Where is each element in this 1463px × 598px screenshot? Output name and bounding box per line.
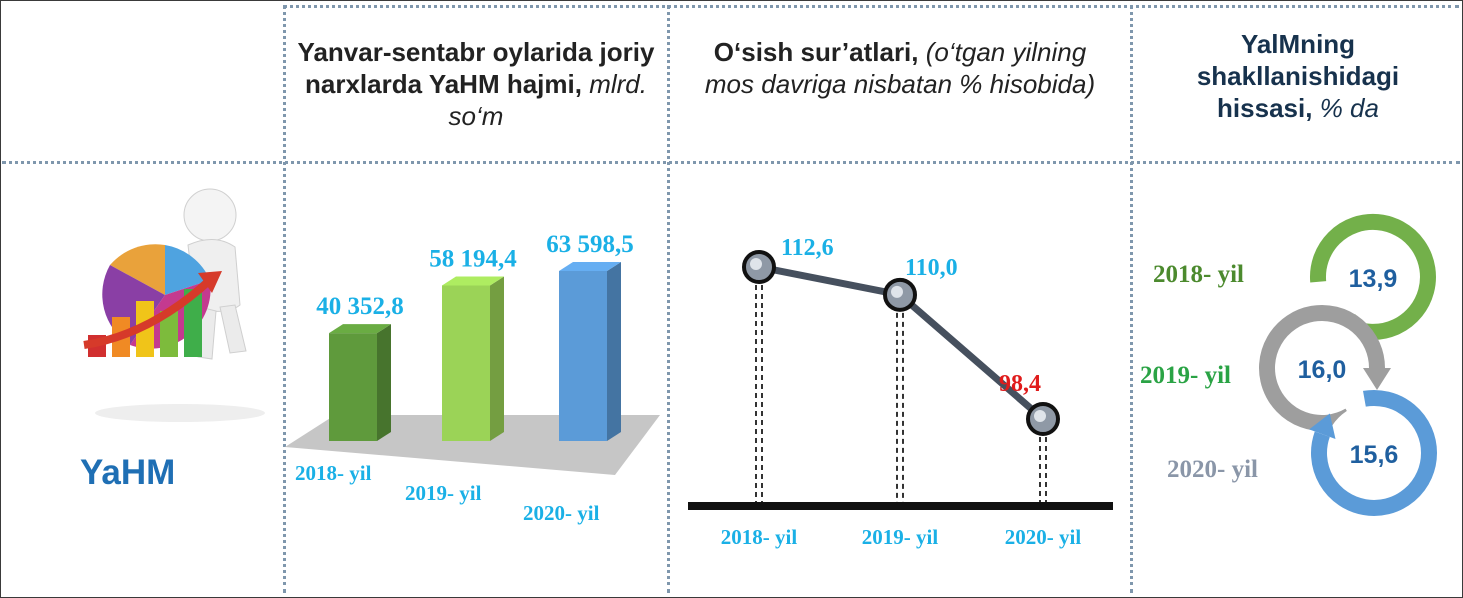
ring-arrowhead [1363,368,1391,390]
ring-fill [1272,318,1372,418]
share-category-label: 2019- yil [1140,362,1231,389]
share-value-label: 16,0 [1298,356,1347,384]
header-growth: O‘sish sur’atlari, (o‘tgan yilning mos d… [700,36,1100,100]
bar-top [559,262,621,271]
growth-point-highlight [891,285,903,298]
bar-category-label: 2019- yil [405,481,482,505]
volume-bar-chart: 40 352,8 2018- yil 58 194,4 2019- yil 63 598… [285,231,660,525]
share-ring [1311,390,1437,516]
growth-point-highlight [1034,410,1046,422]
ring-fill [1324,403,1424,503]
header-growth-title: O‘sish sur’atlari, [713,37,919,67]
header-share-title: YalMning shakllanishidagi hissasi, [1196,29,1400,123]
column-divider-1 [283,5,286,593]
share-ring [1259,304,1385,431]
share-category-label: 2020- yil [1167,456,1258,483]
share-ring-chart: 13,9 16,0 15,6 2018- yil 2019- yil 2020- yil [1140,213,1437,516]
growth-point-highlight [750,258,762,270]
bar-side [377,324,391,441]
x-axis-baseline [688,502,1113,510]
growth-line-chart: 112,6 2018- yil 110,0 2019- yil 98,4 2020- yi… [688,235,1113,549]
ring-fill [1323,227,1423,327]
growth-category-label: 2020- yil [1005,525,1082,549]
header-growth-unit: (o‘tgan yilning mos davriga nisbatan % h… [704,37,1096,99]
header-divider [2,161,1460,164]
header-volume-unit: mlrd. so‘m [448,69,647,131]
growth-category-label: 2019- yil [862,525,939,549]
growth-value-label: 112,6 [781,235,834,261]
bar-category-label: 2018- yil [295,461,372,485]
header-volume: Yanvar-sentabr oylarida joriy narxlarda … [290,36,662,132]
share-category-label: 2018- yil [1153,261,1244,288]
share-ring [1310,213,1436,340]
column-divider-2 [667,5,670,593]
growth-figure-illustration [83,188,265,422]
header-share-unit: % da [1319,93,1379,123]
header-volume-title: Yanvar-sentabr oylarida joriy narxlarda … [297,37,655,99]
ring-arrowhead [1309,413,1336,439]
bar-value-label: 63 598,5 [546,231,634,258]
bar-value-label: 40 352,8 [316,293,404,320]
row-label-yahm: YaHM [80,453,176,492]
bar-value-label: 58 194,4 [429,245,517,272]
share-value-label: 15,6 [1350,441,1399,469]
bar-front [329,333,377,441]
growth-value-label: 110,0 [905,255,958,281]
header-top-border [283,5,1459,8]
bar-top [329,324,391,334]
growth-category-label: 2018- yil [721,525,798,549]
column-divider-3 [1130,5,1133,593]
bar-front [442,285,490,441]
share-value-label: 13,9 [1349,265,1398,293]
bar-side [607,262,621,441]
growth-value-label: 98,4 [999,371,1041,397]
header-share: YalMning shakllanishidagi hissasi, % da [1158,28,1438,124]
bar-category-label: 2020- yil [523,501,600,525]
bar-side [490,276,504,441]
bar-front [559,271,607,441]
bar-top [442,276,504,286]
